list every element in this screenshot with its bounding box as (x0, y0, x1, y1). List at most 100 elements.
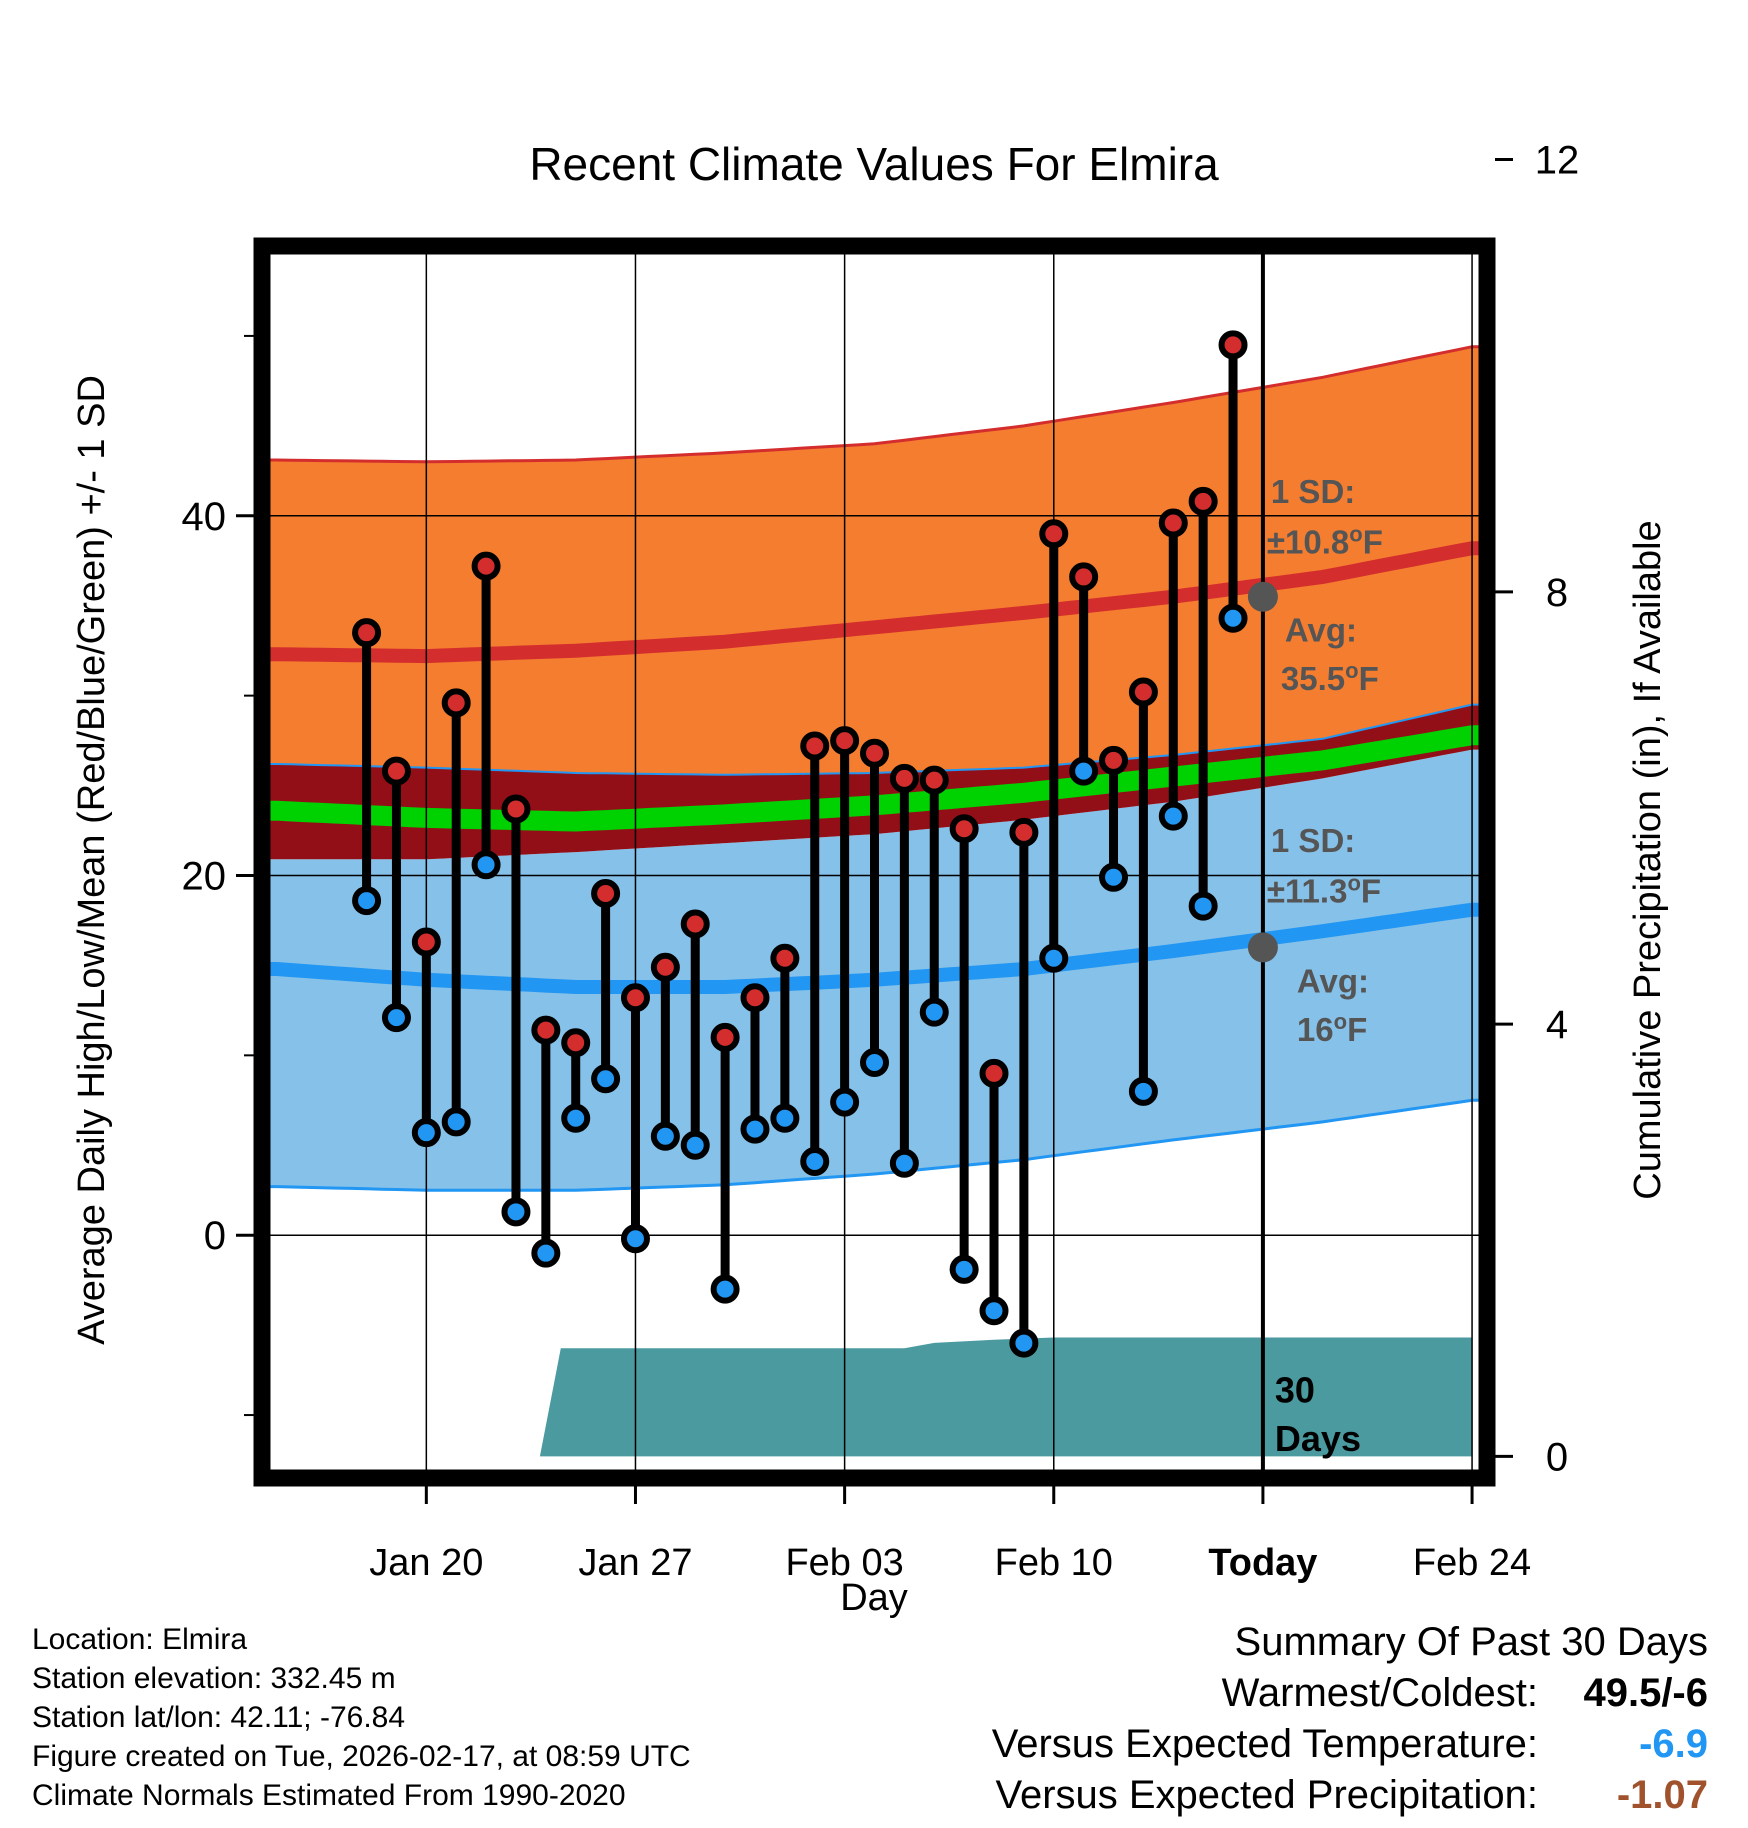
low-temp-point (1158, 801, 1188, 831)
high-temp-point (441, 688, 471, 718)
x-axis-title: Day (840, 1577, 908, 1619)
created-text: Figure created on Tue, 2026-02-17, at 08… (32, 1740, 691, 1773)
high-temp-point (830, 726, 860, 756)
y-left-tick-label: 0 (204, 1214, 226, 1258)
high-temp-point (1039, 519, 1069, 549)
high-avg-dot (1247, 581, 1278, 612)
high-temp-point (949, 814, 979, 844)
temp-anomaly-value: -6.9 (1639, 1722, 1708, 1766)
low-temp-point (620, 1224, 650, 1254)
low-temp-point (501, 1197, 531, 1227)
low-temp-point (561, 1103, 591, 1133)
low-sd-value-degree: o (1347, 870, 1360, 895)
low-sd-label: 1 SD: (1271, 822, 1355, 859)
plot-frame (253, 237, 1496, 1487)
low-temp-point (949, 1254, 979, 1284)
summary-warmest-row: Warmest/Coldest: 49.5/-6 (992, 1671, 1708, 1722)
warmest-label: Warmest/Coldest: (1221, 1671, 1538, 1715)
low-temp-point (1188, 891, 1218, 921)
low-temp-point (1069, 756, 1099, 786)
high-temp-point (889, 763, 919, 793)
y-left-tick-label: 20 (182, 854, 227, 898)
low-temp-point (740, 1114, 770, 1144)
low-temp-point (770, 1103, 800, 1133)
low-temp-point (800, 1146, 830, 1176)
low-temp-point (1128, 1076, 1158, 1106)
high-avg-value-value: 35.5 (1281, 660, 1345, 697)
low-sd-value: ±11.3oF (1267, 870, 1381, 909)
high-sd-band (262, 346, 1487, 775)
station-info: Location: Elmira Station elevation: 332.… (32, 1620, 691, 1815)
normal-high-line (262, 541, 1487, 664)
high-temp-point (1099, 745, 1129, 775)
high-temp-point (471, 551, 501, 581)
x-tick-label: Feb 24 (1413, 1542, 1531, 1584)
low-temp-point (381, 1003, 411, 1033)
low-avg-value-unit: F (1347, 1011, 1367, 1048)
low-temp-point (979, 1296, 1009, 1326)
x-tick-label: Jan 20 (369, 1542, 483, 1584)
summary-panel: Summary Of Past 30 Days Warmest/Coldest:… (992, 1620, 1708, 1824)
days-word-label: Days (1275, 1418, 1361, 1459)
low-temp-point (919, 997, 949, 1027)
high-temp-point (1009, 817, 1039, 847)
latlon-text: Station lat/lon: 42.11; -76.84 (32, 1701, 406, 1734)
low-temp-point (1218, 603, 1248, 633)
summary-precip-row: Versus Expected Precipitation: -1.07 (992, 1773, 1708, 1824)
y-left-tick-label: 40 (182, 495, 227, 539)
low-avg-value-value: 16 (1297, 1011, 1334, 1048)
low-temp-point (471, 850, 501, 880)
high-avg-label: Avg: (1285, 612, 1357, 649)
high-temp-point (800, 731, 830, 761)
high-sd-label: 1 SD: (1271, 473, 1355, 510)
high-avg-value-degree: o (1345, 658, 1358, 683)
low-temp-point (710, 1274, 740, 1304)
low-temp-point (1039, 943, 1069, 973)
high-temp-point (1218, 330, 1248, 360)
high-avg-value: 35.5oF (1281, 658, 1379, 697)
high-temp-point (501, 794, 531, 824)
low-temp-point (591, 1064, 621, 1094)
low-temp-point (860, 1048, 889, 1078)
low-temp-point (650, 1121, 680, 1151)
low-temp-point (1009, 1328, 1039, 1358)
warmest-value: 49.5/-6 (1583, 1671, 1708, 1715)
high-sd-value-degree: o (1349, 522, 1362, 547)
summary-temp-row: Versus Expected Temperature: -6.9 (992, 1722, 1708, 1773)
low-avg-dot (1247, 932, 1278, 963)
high-temp-point (591, 878, 621, 908)
high-temp-point (770, 943, 800, 973)
high-temp-point (680, 909, 710, 939)
high-temp-point (740, 983, 770, 1013)
high-temp-point (710, 1022, 740, 1052)
y-right-tick-label: 12 (1535, 139, 1580, 183)
y-axis-left-title: Average Daily High/Low/Mean (Red/Blue/Gr… (71, 375, 113, 1345)
high-sd-value: ±10.8oF (1267, 522, 1383, 561)
low-temp-point (411, 1118, 441, 1148)
high-temp-point (381, 756, 411, 786)
low-temp-point (1099, 862, 1129, 892)
low-avg-label: Avg: (1297, 962, 1369, 999)
x-tick-label: Feb 03 (785, 1542, 903, 1584)
high-avg-value-unit: F (1359, 660, 1379, 697)
high-upper-line (262, 345, 1487, 464)
high-temp-point (620, 983, 650, 1013)
summary-title: Summary Of Past 30 Days (992, 1620, 1708, 1671)
high-temp-point (1128, 677, 1158, 707)
high-temp-point (561, 1028, 591, 1058)
low-temp-point (680, 1130, 710, 1160)
days-count-label: 30 (1275, 1369, 1315, 1410)
high-sd-value-value: ±10.8 (1267, 524, 1349, 561)
x-tick-label: Feb 10 (995, 1542, 1113, 1584)
high-temp-point (979, 1058, 1009, 1088)
low-avg-value: 16oF (1297, 1009, 1367, 1048)
high-temp-point (1188, 486, 1218, 516)
low-avg-value-degree: o (1334, 1009, 1347, 1034)
x-tick-label: Today (1208, 1542, 1317, 1584)
low-temp-point (889, 1148, 919, 1178)
y-axis-right-title: Cumulative Precipitation (in), If Availa… (1627, 520, 1669, 1199)
location-text: Location: Elmira (32, 1623, 248, 1656)
low-sd-value-value: ±11.3 (1267, 872, 1348, 909)
low-temp-point (531, 1238, 561, 1268)
